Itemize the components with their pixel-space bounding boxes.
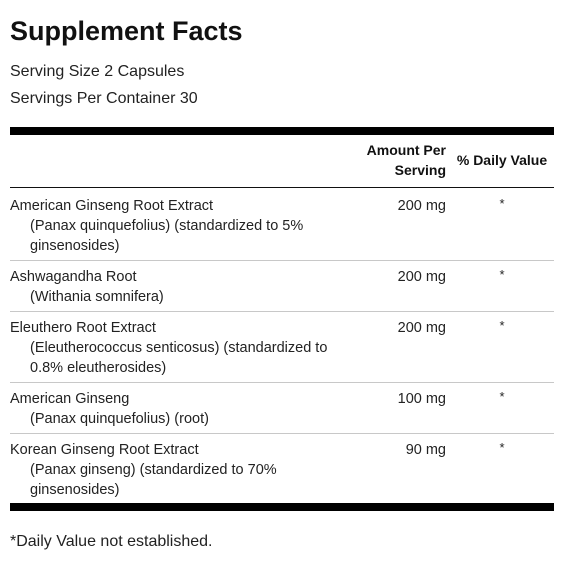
amount-header-line2: Serving bbox=[394, 162, 446, 178]
ingredient-daily-value: * bbox=[499, 267, 505, 282]
daily-value-footnote: *Daily Value not established. bbox=[10, 533, 213, 550]
daily-value-header: % Daily Value bbox=[456, 152, 548, 168]
ingredient-name: American Ginseng bbox=[10, 391, 130, 407]
row-divider bbox=[10, 433, 554, 434]
top-thick-divider bbox=[10, 127, 554, 135]
ingredient-amount: 200 mg bbox=[397, 198, 446, 214]
ingredient-amount: 90 mg bbox=[405, 442, 446, 458]
ingredient-detail: (Eleutherococcus senticosus) (standardiz… bbox=[30, 340, 328, 376]
header-divider bbox=[10, 187, 554, 188]
panel-title: Supplement Facts bbox=[10, 16, 243, 46]
servings-per-container: Servings Per Container 30 bbox=[10, 90, 198, 107]
ingredient-amount: 100 mg bbox=[397, 391, 446, 407]
ingredient-detail: (Withania somnifera) bbox=[30, 289, 164, 305]
ingredient-daily-value: * bbox=[499, 440, 505, 455]
ingredient-detail: (Panax quinquefolius) (standardized to 5… bbox=[30, 218, 304, 254]
ingredient-amount: 200 mg bbox=[397, 320, 446, 336]
ingredient-name: Eleuthero Root Extract bbox=[10, 320, 156, 336]
ingredient-daily-value: * bbox=[499, 389, 505, 404]
amount-header-line1: Amount Per bbox=[366, 142, 446, 158]
serving-size: Serving Size 2 Capsules bbox=[10, 63, 185, 80]
ingredient-detail: (Panax quinquefolius) (root) bbox=[30, 411, 209, 427]
row-divider bbox=[10, 382, 554, 383]
ingredient-name: Korean Ginseng Root Extract bbox=[10, 442, 199, 458]
ingredient-detail: (Panax ginseng) (standardized to 70% gin… bbox=[30, 462, 277, 498]
ingredient-daily-value: * bbox=[499, 196, 505, 211]
ingredient-name: American Ginseng Root Extract bbox=[10, 198, 214, 214]
ingredient-name: Ashwagandha Root bbox=[10, 269, 137, 285]
amount-per-serving-header: Amount Per Serving bbox=[340, 140, 446, 180]
row-divider bbox=[10, 311, 554, 312]
bottom-thick-divider bbox=[10, 503, 554, 511]
ingredient-amount: 200 mg bbox=[397, 269, 446, 285]
ingredient-daily-value: * bbox=[499, 318, 505, 333]
row-divider bbox=[10, 260, 554, 261]
